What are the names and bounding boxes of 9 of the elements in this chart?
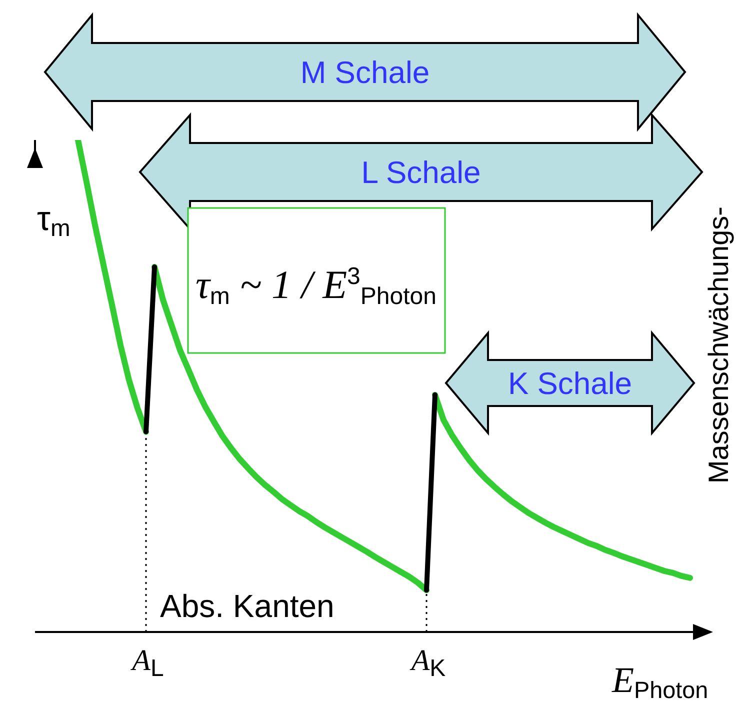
x-tick-label: A$_{K}$ xyxy=(409,644,446,682)
annotation: Abs. Kanten xyxy=(160,588,334,624)
annotation: K Schale xyxy=(508,366,632,401)
text: M Schale xyxy=(300,55,430,90)
x-tick-label: A$_{L}$ xyxy=(130,644,164,682)
text: Massenschwächungs- xyxy=(703,206,734,484)
annotation: L Schale xyxy=(361,155,481,190)
y-axis-title: τ$_{m}$ xyxy=(37,200,70,242)
x-axis-title: E$_{Photon}$ xyxy=(611,660,708,703)
